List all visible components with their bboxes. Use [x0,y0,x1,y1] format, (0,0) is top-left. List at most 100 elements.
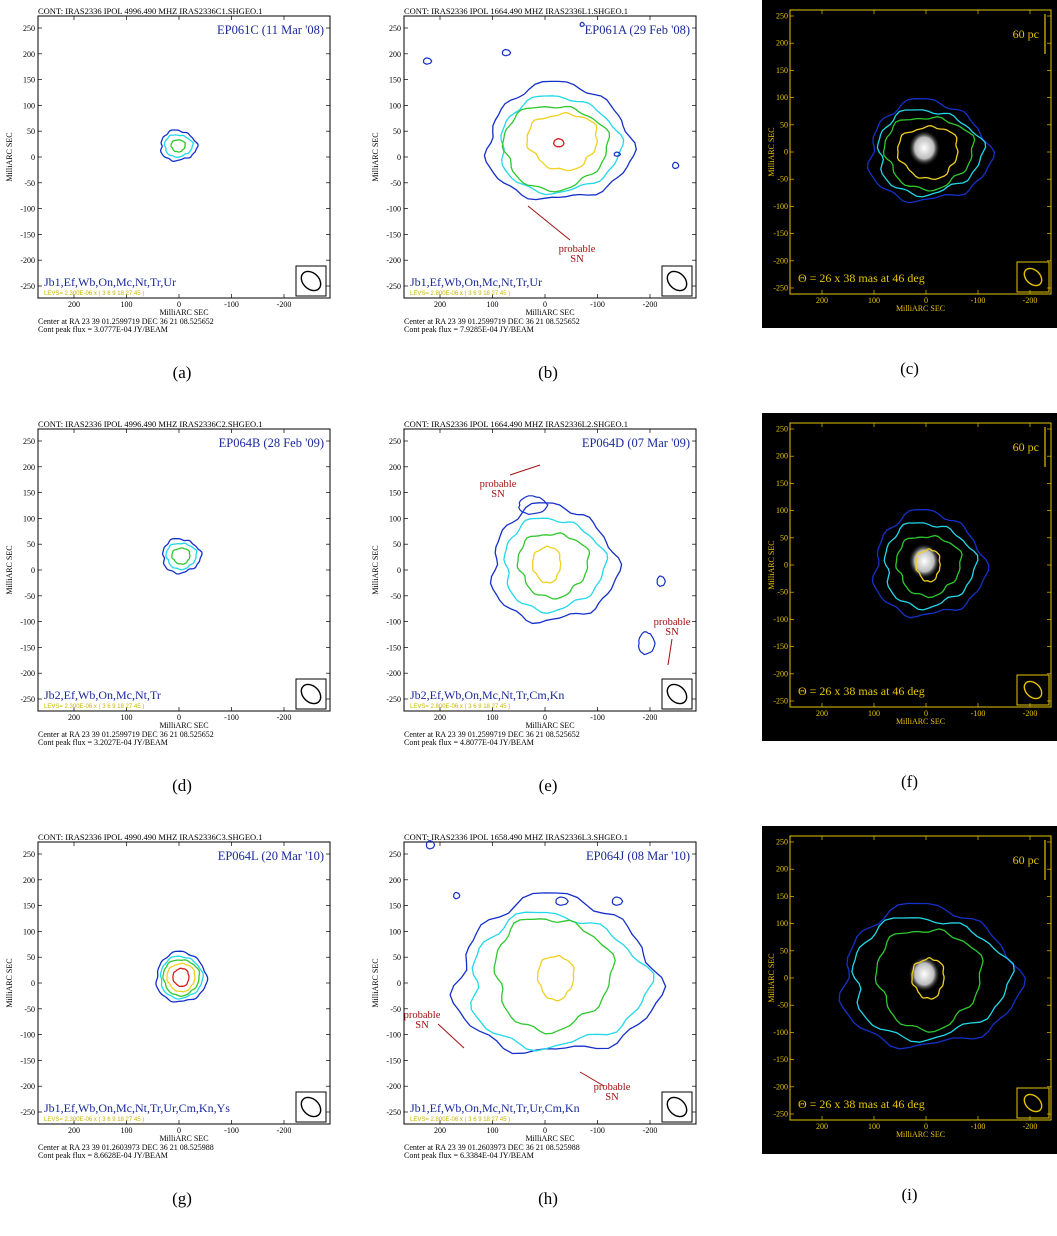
sn-line-1: probable [654,617,691,628]
panel-header: CONT: IRAS2336 IPOL 1664.490 MHZ IRAS233… [404,419,628,429]
contour-levels: LEVS= 2.300E-06 x ( 3 6 9 18 27 45 ) [44,704,144,710]
x-tick-label: 200 [816,1122,828,1131]
contour-cyan [163,134,194,159]
y-tick-label: 100 [776,93,788,102]
x-tick-label: 200 [434,1126,446,1135]
x-tick-label: -200 [277,1126,292,1135]
y-tick-label: 100 [776,919,788,928]
y-tick-label: -50 [24,592,35,601]
contour-green [895,534,963,599]
contour-blue-small [579,21,585,28]
panel-b: CONT: IRAS2336 IPOL 1664.490 MHZ IRAS233… [371,6,697,382]
sn-line-2: SN [415,1020,429,1031]
y-tick-label: -200 [773,256,788,265]
x-tick-label: -100 [590,713,605,722]
y-tick-label: -150 [386,643,401,652]
x-tick-label: -100 [590,300,605,309]
beam-box [661,265,693,297]
beam-box [295,1091,327,1123]
contour-cyan [165,542,198,571]
y-tick-label: 200 [23,463,35,472]
y-tick-label: 200 [23,876,35,885]
y-tick-label: -200 [773,669,788,678]
contour-blue [871,508,990,619]
plot-frame [37,428,331,712]
beam-box [1016,674,1050,706]
x-tick-label: -100 [971,709,986,718]
y-tick-label: -250 [773,1110,788,1119]
x-tick-label: 200 [434,300,446,309]
y-tick-label: -250 [20,1108,35,1117]
y-axis-label: MilliARC SEC [767,540,776,589]
x-tick-label: -200 [643,1126,658,1135]
sn-annotation: probable SN [594,1082,631,1103]
panel-i: 250 200 150 100 50 0 -50 -100 -150 -200 -250 200 100… [762,826,1057,1204]
panel-e: CONT: IRAS2336 IPOL 1664.490 MHZ IRAS233… [371,419,697,795]
panel-g: CONT: IRAS2336 IPOL 4990.490 MHZ IRAS233… [5,832,331,1208]
antenna-list: Jb1,Ef,Wb,On,Mc,Nt,Tr,Ur [44,275,176,289]
y-tick-label: 150 [389,76,401,85]
x-tick-label: 0 [543,713,547,722]
center-coordinates: Center at RA 23 39 01.2599719 DEC 36 21 … [404,317,580,326]
contour-blue [866,98,996,204]
y-tick-label: 250 [389,24,401,33]
y-tick-label: 100 [389,101,401,110]
y-tick-label: 150 [23,902,35,911]
contour-red [553,138,565,148]
contour-cyan [883,522,979,611]
x-axis-label: MilliARC SEC [525,721,574,730]
contour-blue-small [555,896,569,906]
beam-box [295,678,327,710]
y-tick-label: 150 [776,479,788,488]
contour-blue-small [671,161,680,170]
dark-background [762,0,1057,328]
x-tick-label: -100 [224,1126,239,1135]
y-tick-label: -100 [773,615,788,624]
x-axis-label: MilliARC SEC [159,721,208,730]
contour-yellow [526,111,599,172]
contour-cyan [851,917,1015,1043]
panel-caption: (a) [173,363,192,382]
contour-yellow [896,125,959,181]
x-tick-label: 0 [924,709,928,718]
y-tick-label: -150 [20,1056,35,1065]
panel-header: CONT: IRAS2336 IPOL 4990.490 MHZ IRAS233… [38,832,263,842]
y-tick-label: 0 [31,979,35,988]
x-tick-label: -100 [224,300,239,309]
y-tick-label: -50 [777,588,788,597]
contour-yellow [166,962,196,993]
contour-yellow [536,954,575,1002]
x-tick-label: 0 [924,296,928,305]
contour-green [516,532,591,600]
observation-label: EP064L (20 Mar '10) [218,849,324,863]
beam-ellipse [300,270,322,292]
sn-pointer [509,464,541,476]
sn-line-2: SN [605,1092,619,1103]
y-tick-label: 0 [784,974,788,983]
y-tick-label: -200 [386,256,401,265]
contour-cyan [503,517,609,614]
contour-levels: LEVS= 2.800E-06 x ( 3 6 9 18 27 45 ) [410,291,510,297]
y-tick-label: -100 [20,1031,35,1040]
contour-green [882,116,976,192]
contour-green [170,139,186,153]
panel-caption: (c) [900,359,919,378]
observation-label: EP061C (11 Mar '08) [217,23,324,37]
y-tick-label: 0 [784,148,788,157]
y-tick-label: -150 [773,1055,788,1064]
y-axis-label: MilliARC SEC [371,132,380,181]
y-tick-label: 250 [776,12,788,21]
peak-flux: Cont peak flux = 7.9285E-04 JY/BEAM [404,325,534,334]
y-tick-label: -50 [390,1005,401,1014]
beam-box [1016,261,1050,293]
y-tick-label: 50 [780,946,788,955]
x-tick-label: 100 [121,1126,133,1135]
antenna-list: Jb2,Ef,Wb,On,Mc,Nt,Tr [44,688,161,702]
x-tick-label: 100 [487,300,499,309]
beam-ellipse [1023,680,1043,700]
y-tick-label: -50 [390,592,401,601]
y-tick-label: 0 [784,561,788,570]
x-tick-label: 0 [924,1122,928,1131]
source-emission [908,956,941,992]
beam-size-label: Θ = 26 x 38 mas at 46 deg [798,1097,925,1111]
